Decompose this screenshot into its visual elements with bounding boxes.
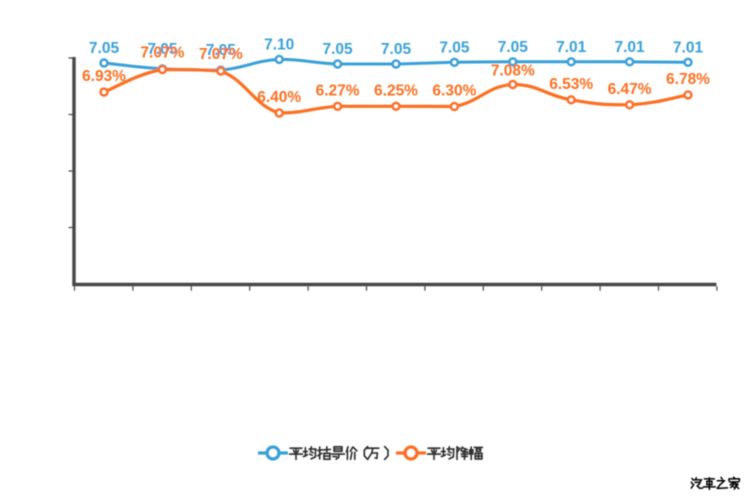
svg-text:7.05: 7.05	[498, 39, 529, 56]
svg-text:7.05: 7.05	[206, 42, 237, 59]
svg-text:7.05: 7.05	[147, 41, 178, 58]
svg-text:7.05: 7.05	[381, 41, 412, 58]
svg-text:6.93%: 6.93%	[82, 68, 126, 85]
svg-text:7.07%: 7.07%	[199, 46, 243, 63]
svg-text:7.01: 7.01	[556, 39, 587, 56]
svg-text:7.01: 7.01	[615, 39, 646, 56]
svg-text:7.08%: 7.08%	[491, 63, 535, 80]
svg-text:7.01: 7.01	[673, 39, 704, 56]
svg-text:6.78%: 6.78%	[666, 71, 710, 88]
svg-text:7.05: 7.05	[323, 41, 354, 58]
svg-text:6.30%: 6.30%	[432, 83, 476, 100]
svg-text:6.47%: 6.47%	[608, 81, 652, 98]
svg-text:7.05: 7.05	[89, 40, 120, 57]
svg-text:7.07%: 7.07%	[140, 45, 184, 62]
svg-text:6.27%: 6.27%	[316, 82, 360, 99]
svg-text:6.40%: 6.40%	[257, 89, 301, 106]
svg-text:6.53%: 6.53%	[549, 76, 593, 93]
svg-text:7.10: 7.10	[264, 36, 294, 53]
svg-text:6.25%: 6.25%	[374, 82, 418, 99]
svg-text:7.05: 7.05	[439, 39, 470, 56]
